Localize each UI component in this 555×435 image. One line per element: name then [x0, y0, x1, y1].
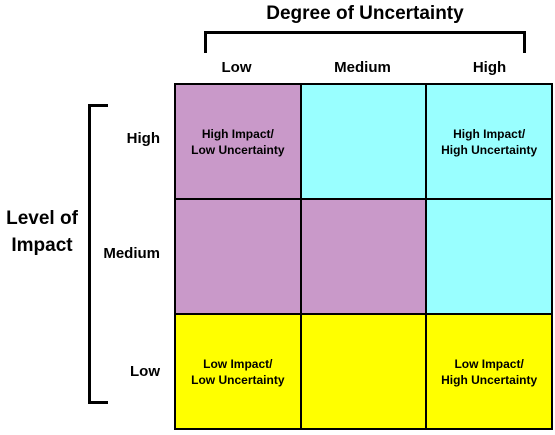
cell-text-line2: High Uncertainty — [441, 142, 538, 157]
cell-text-line1: Low Impact/ — [454, 356, 524, 371]
matrix-grid: High Impact/Low Uncertainty High Impact/… — [174, 83, 553, 430]
cell-medium-impact-high-uncertainty — [426, 199, 552, 314]
y-axis-title: Level of Impact — [0, 205, 84, 259]
cell-low-impact-high-uncertainty: Low Impact/High Uncertainty — [426, 314, 552, 429]
row-label-low: Low — [130, 363, 160, 380]
y-axis-bracket — [88, 104, 108, 404]
row-label-medium: Medium — [103, 245, 160, 262]
cell-text-line2: Low Uncertainty — [191, 372, 285, 387]
col-label-medium: Medium — [334, 59, 391, 76]
cell-high-impact-medium-uncertainty — [300, 84, 427, 199]
cell-medium-impact-low-uncertainty — [175, 199, 301, 314]
cell-low-impact-medium-uncertainty — [300, 314, 427, 429]
cell-low-impact-low-uncertainty: Low Impact/Low Uncertainty — [175, 314, 301, 429]
y-axis-title-line2: Impact — [11, 235, 73, 256]
cell-text-line2: High Uncertainty — [441, 372, 538, 387]
cell-text-line2: Low Uncertainty — [191, 142, 285, 157]
cell-high-impact-low-uncertainty: High Impact/Low Uncertainty — [175, 84, 301, 199]
col-label-low: Low — [221, 59, 252, 76]
col-label-high: High — [472, 59, 507, 76]
y-axis-title-line1: Level of — [6, 208, 78, 229]
cell-text-line1: Low Impact/ — [203, 356, 273, 371]
cell-text-line1: High Impact/ — [453, 126, 526, 141]
x-axis-title: Degree of Uncertainty — [266, 3, 464, 24]
cell-medium-impact-medium-uncertainty — [300, 199, 427, 314]
cell-high-impact-high-uncertainty: High Impact/High Uncertainty — [426, 84, 552, 199]
x-axis-bracket — [204, 31, 526, 53]
cell-text-line1: High Impact/ — [201, 126, 274, 141]
row-label-high: High — [126, 130, 160, 147]
